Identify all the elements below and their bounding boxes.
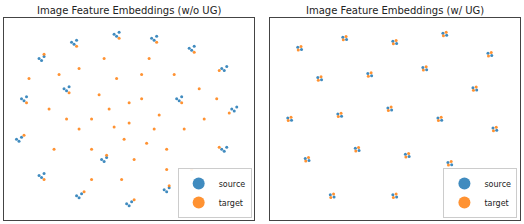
svg-text:Image Feature Embeddings (w/ U: Image Feature Embeddings (w/ UG) [306, 5, 484, 16]
svg-text:target: target [219, 199, 243, 208]
svg-text:Image Feature Embeddings (w/o: Image Feature Embeddings (w/o UG) [37, 5, 221, 16]
svg-text:source: source [219, 180, 246, 189]
svg-text:source: source [484, 180, 511, 189]
svg-text:target: target [484, 199, 508, 208]
